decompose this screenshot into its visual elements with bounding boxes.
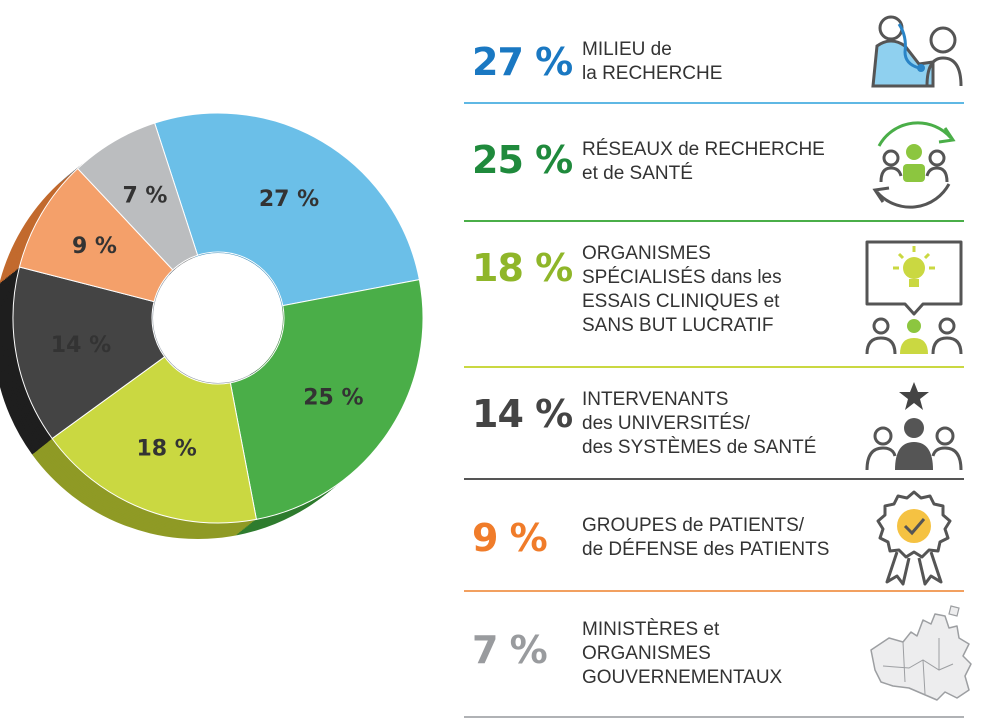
- legend-description: ORGANISMES SPÉCIALISÉS dans les ESSAIS C…: [582, 242, 782, 338]
- legend-line: MINISTÈRES et: [582, 619, 720, 640]
- legend-line: GOUVERNEMENTAUX: [582, 667, 783, 688]
- legend-line: GROUPES de PATIENTS/: [582, 515, 805, 536]
- donut-chart: 27 % 25 % 18 % 14 % 9 % 7 %: [0, 112, 424, 539]
- donut-slice-label: 14 %: [51, 333, 111, 358]
- legend-line: des UNIVERSITÉS/: [582, 413, 750, 434]
- legend-rule: [464, 590, 964, 592]
- donut-slice-label: 9 %: [72, 234, 117, 259]
- legend-line: ESSAIS CLINIQUES et: [582, 291, 780, 312]
- legend-line: SPÉCIALISÉS dans les: [582, 267, 782, 288]
- legend-percent: 9 %: [472, 516, 548, 560]
- legend-line: MILIEU de: [582, 39, 672, 60]
- legend-rule: [464, 220, 964, 222]
- legend-line: RÉSEAUX de RECHERCHE: [582, 139, 825, 160]
- legend-line: et de SANTÉ: [582, 163, 693, 184]
- legend-line: ORGANISMES: [582, 643, 711, 664]
- legend-percent: 14 %: [472, 392, 573, 436]
- legend-line: des SYSTÈMES de SANTÉ: [582, 437, 817, 458]
- legend-rule: [464, 478, 964, 480]
- legend-percent: 7 %: [472, 628, 548, 672]
- legend-description: GROUPES de PATIENTS/ de DÉFENSE des PATI…: [582, 514, 829, 562]
- idea-group-icon: [865, 240, 963, 355]
- donut-slice: [154, 112, 420, 307]
- donut-slice-label: 7 %: [122, 183, 167, 208]
- legend-description: RÉSEAUX de RECHERCHE et de SANTÉ: [582, 138, 825, 186]
- doctor-patient-icon: [871, 15, 963, 88]
- award-badge-icon: [876, 490, 952, 586]
- legend-line: de DÉFENSE des PATIENTS: [582, 539, 830, 560]
- legend-row-specialized: 18 % ORGANISMES SPÉCIALISÉS dans les ESS…: [464, 222, 964, 368]
- legend-rule: [464, 716, 964, 718]
- legend-rule: [464, 366, 964, 368]
- legend-row-universities: 14 % INTERVENANTS des UNIVERSITÉS/ des S…: [464, 368, 964, 480]
- star-team-icon: [865, 382, 963, 471]
- donut-slice: [76, 122, 199, 271]
- donut-slice: [12, 266, 166, 440]
- legend-line: ORGANISMES: [582, 243, 711, 264]
- network-cycle-icon: [872, 121, 956, 209]
- legend-percent: 27 %: [472, 40, 573, 84]
- donut-slice-label: 27 %: [259, 187, 319, 212]
- donut-slice-label: 18 %: [136, 437, 196, 462]
- donut-slice: [229, 279, 424, 520]
- legend-percent: 25 %: [472, 138, 573, 182]
- donut-slice: [51, 356, 257, 524]
- legend-row-government: 7 % MINISTÈRES et ORGANISMES GOUVERNEMEN…: [464, 592, 972, 718]
- legend: 27 % MILIEU de la RECHERCHE 25 % RÉSEAUX…: [464, 0, 972, 727]
- legend-description: INTERVENANTS des UNIVERSITÉS/ des SYSTÈM…: [582, 388, 816, 460]
- legend-row-research: 27 % MILIEU de la RECHERCHE: [464, 12, 964, 104]
- legend-description: MILIEU de la RECHERCHE: [582, 38, 722, 86]
- legend-rule: [464, 102, 964, 104]
- legend-line: INTERVENANTS: [582, 389, 729, 410]
- legend-percent: 18 %: [472, 246, 573, 290]
- donut-slice-label: 25 %: [303, 385, 363, 410]
- canada-map-icon: [870, 605, 972, 701]
- legend-line: SANS BUT LUCRATIF: [582, 315, 774, 336]
- legend-row-networks: 25 % RÉSEAUX de RECHERCHE et de SANTÉ: [464, 104, 964, 222]
- legend-description: MINISTÈRES et ORGANISMES GOUVERNEMENTAUX: [582, 618, 782, 690]
- legend-line: la RECHERCHE: [582, 63, 723, 84]
- legend-row-patients: 9 % GROUPES de PATIENTS/ de DÉFENSE des …: [464, 480, 964, 592]
- donut-hole: [153, 253, 283, 383]
